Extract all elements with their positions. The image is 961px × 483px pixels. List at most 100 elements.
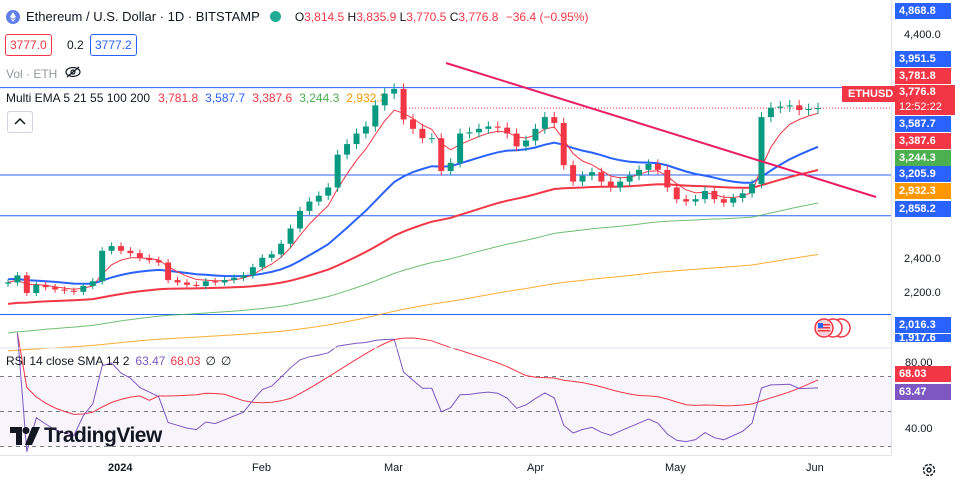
candle-body xyxy=(758,117,765,184)
candle-body xyxy=(579,175,586,182)
candle-body xyxy=(80,285,87,292)
ema-200-line xyxy=(7,254,819,352)
candle-body xyxy=(711,190,718,200)
candle-body xyxy=(805,108,812,111)
candle-body xyxy=(165,262,172,281)
candle-body xyxy=(739,193,746,199)
candle-body xyxy=(626,175,633,182)
candle-body xyxy=(438,138,445,172)
time-label-may: May xyxy=(665,462,686,474)
candle-body xyxy=(457,133,464,163)
candle-body xyxy=(654,164,661,170)
time-label-jun: Jun xyxy=(806,462,824,474)
candle-body xyxy=(23,275,30,293)
tick-4400: 4,400.0 xyxy=(904,29,941,41)
candle-body xyxy=(136,253,143,258)
last-price-label: 3,776.8 12:52:22 xyxy=(895,85,955,115)
candle-body xyxy=(598,172,605,182)
candle-body xyxy=(532,128,539,141)
candle-body xyxy=(777,106,784,108)
symbol-tag: ETHUSD xyxy=(842,86,900,102)
candle-body xyxy=(306,201,313,211)
tradingview-logo-icon xyxy=(10,427,40,445)
candle-body xyxy=(146,257,153,261)
candle-body xyxy=(315,195,322,202)
sell-button[interactable]: 3777.0 xyxy=(5,34,52,56)
candle-body xyxy=(475,128,482,133)
candle-body xyxy=(560,122,567,166)
tick-2400: 2,400.0 xyxy=(904,253,941,265)
candle-body xyxy=(89,281,96,286)
settings-gear-icon[interactable] xyxy=(921,462,937,483)
candle-body xyxy=(14,275,21,283)
collapse-legend-button[interactable] xyxy=(7,111,33,133)
time-axis[interactable] xyxy=(0,455,891,483)
candle-body xyxy=(767,107,774,118)
candle-body xyxy=(278,243,285,255)
hidden-eye-icon[interactable] xyxy=(65,66,81,81)
candle-body xyxy=(362,126,369,134)
candle-body xyxy=(607,181,614,188)
candle-body xyxy=(52,287,59,290)
ema55-label: 3,387.6 xyxy=(895,133,951,149)
ema-21-line xyxy=(7,141,819,285)
candle-body xyxy=(108,246,115,251)
buy-button[interactable]: 3777.2 xyxy=(90,34,137,56)
candle-body xyxy=(588,172,595,176)
candle-body xyxy=(334,154,341,188)
candle-body xyxy=(99,250,106,282)
candle-body xyxy=(636,169,643,176)
candle-body xyxy=(400,88,407,120)
candle-body xyxy=(174,280,181,283)
tradingview-logo[interactable]: TradingView xyxy=(10,424,162,448)
candle-body xyxy=(815,108,821,110)
time-label-apr: Apr xyxy=(527,462,545,474)
ema200-label: 2,932.3 xyxy=(895,183,951,199)
symbol-title[interactable]: Ethereum / U.S. Dollar · 1D · BITSTAMP xyxy=(26,9,260,24)
candle-body xyxy=(353,133,360,145)
candle-body xyxy=(202,281,209,286)
candle-body xyxy=(796,105,803,111)
spread-value: 0.2 xyxy=(67,38,84,52)
candle-body xyxy=(61,289,68,291)
level-label-3205: 3,205.9 xyxy=(895,166,951,182)
market-status-icon xyxy=(269,11,281,22)
candle-body xyxy=(428,138,435,140)
candle-body xyxy=(240,275,247,278)
level-label-3951: 3,951.5 xyxy=(895,51,951,67)
level-label-2016: 2,016.3 xyxy=(895,317,951,333)
chevron-up-icon xyxy=(14,117,26,125)
candle-body xyxy=(221,280,228,283)
candle-body xyxy=(183,282,190,285)
candle-body xyxy=(720,199,727,203)
level-label-1917: 1,917.6 xyxy=(895,334,951,342)
candle-body xyxy=(504,127,511,134)
candle-body xyxy=(485,126,492,129)
candle-body xyxy=(70,290,77,292)
volume-legend: Vol · ETH xyxy=(6,66,81,81)
candle-body xyxy=(268,254,275,258)
tradingview-brand: TradingView xyxy=(44,424,162,447)
candle-body xyxy=(127,250,134,254)
candle-body xyxy=(155,260,162,263)
candle-body xyxy=(5,282,11,284)
candle-body xyxy=(193,284,200,286)
candle-body xyxy=(570,165,577,182)
candle-body xyxy=(118,246,125,251)
candle-body xyxy=(249,267,256,276)
rsi-band-background xyxy=(0,376,891,447)
candle-body xyxy=(786,105,793,107)
candle-body xyxy=(381,93,388,106)
candle-body xyxy=(749,183,756,194)
candle-body xyxy=(391,88,398,94)
descending-trendline xyxy=(445,62,877,198)
tick-40: 40.00 xyxy=(905,423,933,435)
candle-body xyxy=(410,119,416,129)
candle-body xyxy=(692,199,699,202)
time-label-2024: 2024 xyxy=(108,462,133,474)
ema-55-line xyxy=(7,169,819,305)
candle-body xyxy=(287,228,294,244)
ohlc-values: O3,814.5 H3,835.9 L3,770.5 C3,776.8 −36.… xyxy=(294,9,589,24)
economic-events-icon[interactable] xyxy=(811,318,855,343)
